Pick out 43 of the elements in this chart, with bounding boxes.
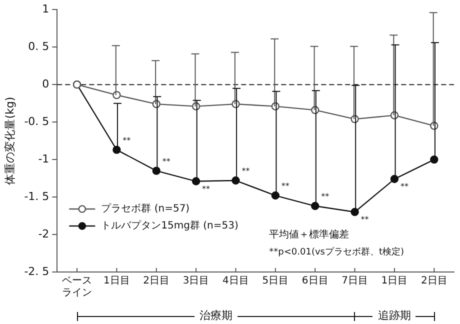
legend-label: トルバプタン15mg群 (n=53) <box>101 220 238 232</box>
x-tick-label: 1日目 <box>104 276 130 287</box>
data-label: ** <box>360 215 369 224</box>
point <box>271 191 280 200</box>
point <box>350 208 359 216</box>
data-label: ** <box>321 192 330 202</box>
x-tick-label: ベースライン <box>62 276 92 299</box>
data-label: ** <box>162 156 170 166</box>
y-tick-label: -0. 5 <box>24 114 50 128</box>
annotation: 平均値＋標準偏差 <box>269 228 350 241</box>
point <box>311 202 320 210</box>
x-tick-label: 3日目 <box>182 276 210 287</box>
data-label: ** <box>202 184 210 194</box>
point <box>232 176 240 185</box>
y-tick-label: 0. 5 <box>28 40 50 53</box>
point <box>390 174 399 184</box>
y-tick-label: 0 <box>42 77 50 90</box>
data-label: ** <box>281 182 290 191</box>
text: 治療期 <box>194 308 238 324</box>
y-tick-label: -2. 5 <box>24 264 50 278</box>
x-tick-label: 4日目 <box>222 276 249 287</box>
annotation: **p<0.01(vsプラセボ群、t検定) <box>269 246 404 258</box>
legend-label: プラセボ群 (n=57) <box>101 202 190 215</box>
y-tick-label: -1 <box>38 152 50 166</box>
text: 追跡期 <box>372 308 416 324</box>
point <box>112 146 121 154</box>
point <box>152 166 160 175</box>
x-tick-label: 7日目 <box>342 276 368 287</box>
point <box>192 177 200 186</box>
data-label: ** <box>122 136 131 145</box>
y-tick-label: -2 <box>38 227 50 240</box>
y-axis-title: 体重の変化量(kg) <box>3 96 16 185</box>
x-tick-label: 5日目 <box>262 276 289 287</box>
point <box>430 155 438 164</box>
x-tick-label: 1日目 <box>381 276 408 287</box>
x-tick-label: 2日目 <box>143 276 170 287</box>
x-tick-label: 2日目 <box>420 276 448 287</box>
point <box>112 90 121 100</box>
data-label: ** <box>400 182 408 192</box>
y-tick-label: -1. 5 <box>24 190 50 203</box>
data-label: ** <box>242 166 250 176</box>
y-tick-label: 1 <box>42 2 50 16</box>
x-tick-label: 6日目 <box>302 276 328 287</box>
